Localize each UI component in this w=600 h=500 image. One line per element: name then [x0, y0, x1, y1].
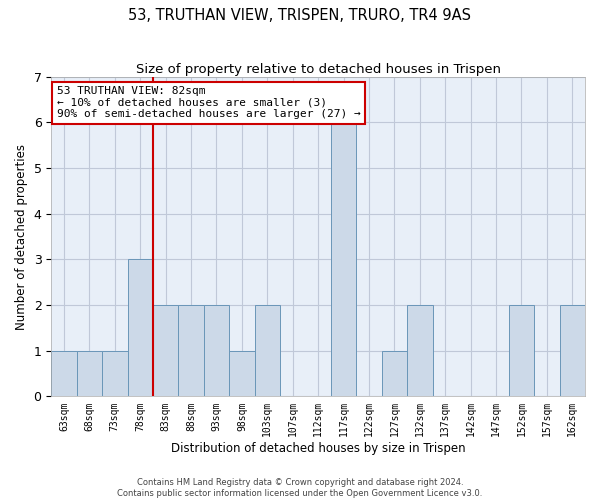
- Bar: [560, 305, 585, 396]
- Bar: [128, 260, 153, 396]
- Bar: [254, 305, 280, 396]
- X-axis label: Distribution of detached houses by size in Trispen: Distribution of detached houses by size …: [171, 442, 466, 455]
- Bar: [178, 305, 204, 396]
- Bar: [229, 350, 254, 397]
- Text: 53 TRUTHAN VIEW: 82sqm
← 10% of detached houses are smaller (3)
90% of semi-deta: 53 TRUTHAN VIEW: 82sqm ← 10% of detached…: [56, 86, 361, 120]
- Bar: [331, 122, 356, 396]
- Bar: [102, 350, 128, 397]
- Bar: [509, 305, 534, 396]
- Bar: [407, 305, 433, 396]
- Bar: [77, 350, 102, 397]
- Text: Contains HM Land Registry data © Crown copyright and database right 2024.
Contai: Contains HM Land Registry data © Crown c…: [118, 478, 482, 498]
- Title: Size of property relative to detached houses in Trispen: Size of property relative to detached ho…: [136, 62, 500, 76]
- Bar: [382, 350, 407, 397]
- Bar: [153, 305, 178, 396]
- Y-axis label: Number of detached properties: Number of detached properties: [15, 144, 28, 330]
- Text: 53, TRUTHAN VIEW, TRISPEN, TRURO, TR4 9AS: 53, TRUTHAN VIEW, TRISPEN, TRURO, TR4 9A…: [128, 8, 472, 22]
- Bar: [204, 305, 229, 396]
- Bar: [51, 350, 77, 397]
